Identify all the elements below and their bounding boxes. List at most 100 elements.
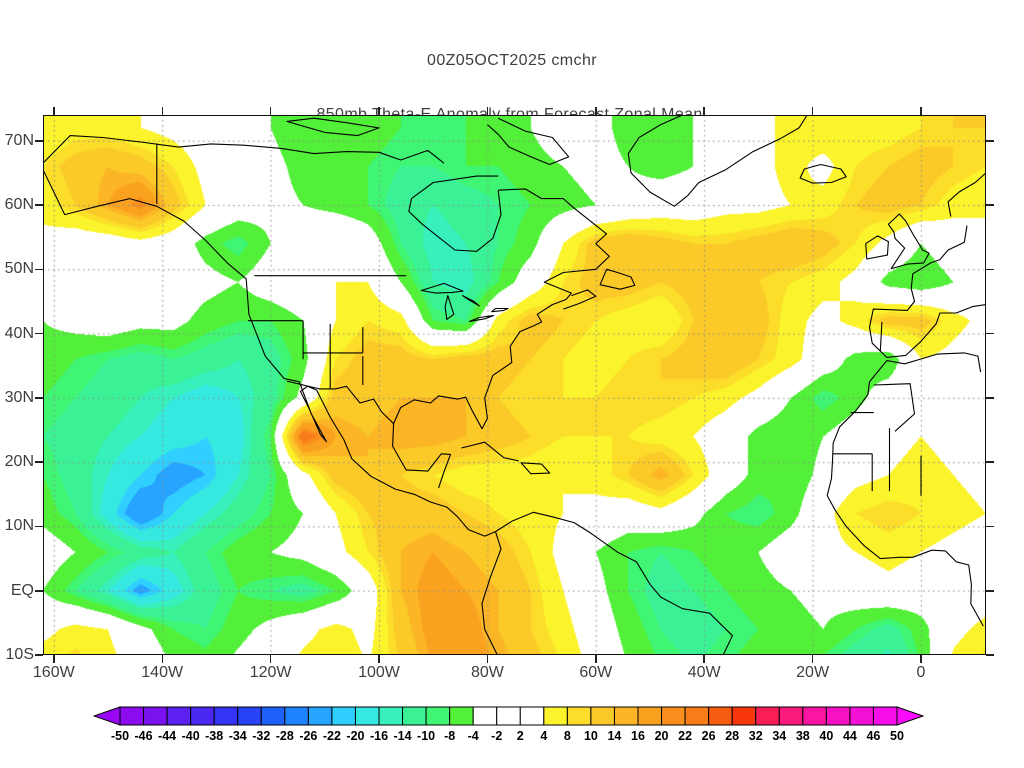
colorbar-tick-label: 40 <box>819 729 833 743</box>
colorbar-tick-label: -2 <box>491 729 502 743</box>
colorbar-tick-label: 50 <box>890 729 904 743</box>
colorbar-segment <box>872 706 898 726</box>
lon-tick-mark <box>161 107 163 115</box>
lat-tick-label: 20N <box>4 453 34 471</box>
colorbar-tick-label: 8 <box>564 729 571 743</box>
colorbar-tick-label: -26 <box>299 729 317 743</box>
colorbar-segment <box>166 706 192 726</box>
colorbar-tick-label: 4 <box>540 729 547 743</box>
colorbar-tick-label: -8 <box>444 729 455 743</box>
colorbar-segment <box>307 706 333 726</box>
colorbar-tick-label: -10 <box>417 729 435 743</box>
lat-tick-mark <box>986 268 994 270</box>
lon-tick-mark <box>161 655 163 663</box>
lon-tick-mark <box>811 107 814 115</box>
colorbar-segment <box>284 706 309 726</box>
colorbar-tick-label: -38 <box>205 729 223 743</box>
lat-tick-mark <box>986 140 994 142</box>
lat-tick-mark <box>35 140 43 142</box>
lon-tick-label: 160W <box>32 664 75 681</box>
colorbar-tick-label: -14 <box>394 729 412 743</box>
lon-tick-mark <box>53 655 55 663</box>
colorbar-segment <box>190 706 215 726</box>
lon-tick-mark <box>920 107 922 115</box>
lat-tick-label: 30N <box>4 388 34 406</box>
colorbar-segment <box>472 706 498 726</box>
lat-tick-mark <box>35 268 43 270</box>
lat-tick-mark <box>986 332 994 335</box>
colorbar-tick-label: 16 <box>631 729 645 743</box>
lon-tick-label: 20W <box>796 664 830 681</box>
colorbar-segment <box>519 706 545 726</box>
colorbar-tick-label: -4 <box>468 729 479 743</box>
lon-tick-mark <box>486 107 489 115</box>
lat-tick-mark <box>35 461 43 463</box>
lon-tick-mark <box>595 107 597 115</box>
colorbar-segment <box>425 706 451 726</box>
colorbar-right-arrow <box>896 706 925 726</box>
lon-tick-mark <box>920 655 922 663</box>
lon-tick-mark <box>269 655 272 663</box>
colorbar-segment <box>354 706 380 726</box>
lat-tick-mark <box>35 332 43 335</box>
colorbar-segment <box>637 706 663 726</box>
lat-tick-mark <box>986 461 994 463</box>
lat-tick-mark <box>35 590 43 592</box>
colorbar: -50 -46 -44 -40 -38 -34 -32 -28 -26 -22 -20 -16 -14-… <box>93 706 925 743</box>
lon-tick-label: 100W <box>358 664 400 681</box>
lat-tick-label: 10S <box>5 646 34 663</box>
colorbar-tick-label: 44 <box>843 729 857 743</box>
colorbar-tick-label: 22 <box>678 729 692 743</box>
colorbar-segment <box>731 706 757 726</box>
lon-tick-label: 140W <box>141 664 184 681</box>
colorbar-segment <box>402 706 427 726</box>
lat-tick-mark <box>35 397 43 399</box>
colorbar-segment <box>260 706 286 726</box>
colorbar-tick-label: -46 <box>135 729 153 743</box>
colorbar-tick-label: -28 <box>276 729 294 743</box>
colorbar-tick-label: -16 <box>370 729 388 743</box>
colorbar-tick-label: 20 <box>655 729 669 743</box>
colorbar-tick-label: -44 <box>158 729 176 743</box>
lat-tick-label: 40N <box>4 324 34 342</box>
colorbar-segment <box>566 706 592 726</box>
lon-tick-mark <box>703 655 705 663</box>
colorbar-tick-label: 38 <box>796 729 810 743</box>
lat-tick-mark <box>986 525 994 528</box>
lon-tick-label: 60W <box>579 664 613 681</box>
lon-tick-label: 0 <box>916 664 926 681</box>
lat-tick-mark <box>35 525 43 528</box>
colorbar-segment <box>331 706 356 726</box>
lat-tick-mark <box>986 397 994 399</box>
colorbar-tick-label: -40 <box>182 729 200 743</box>
colorbar-left-arrow <box>93 706 121 726</box>
colorbar-tick-label: 2 <box>517 729 524 743</box>
lat-tick-label: 60N <box>4 196 34 213</box>
lon-tick-mark <box>378 107 380 115</box>
lon-tick-mark <box>811 655 814 663</box>
lon-tick-mark <box>53 107 55 115</box>
lat-tick-label: EQ <box>10 581 34 599</box>
colorbar-segment <box>778 706 804 726</box>
lat-tick-mark <box>35 654 43 656</box>
colorbar-tick-label: 34 <box>772 729 786 743</box>
colorbar-segment <box>849 706 874 726</box>
lat-tick-mark <box>986 204 994 206</box>
heatmap-canvas <box>43 115 986 655</box>
lat-tick-label: 50N <box>4 260 34 278</box>
colorbar-tick-label: -50 <box>111 729 129 743</box>
lon-tick-mark <box>269 107 272 115</box>
colorbar-segment <box>213 706 239 726</box>
colorbar-segment <box>825 706 851 726</box>
colorbar-tick-label: 26 <box>702 729 716 743</box>
colorbar-segment <box>143 706 168 726</box>
lon-tick-label: 120W <box>249 664 292 681</box>
colorbar-tick-label: -22 <box>323 729 341 743</box>
colorbar-segment <box>237 706 262 726</box>
colorbar-segment <box>684 706 710 726</box>
colorbar-segment <box>449 706 474 726</box>
colorbar-segment <box>378 706 404 726</box>
colorbar-tick-label: 46 <box>866 729 880 743</box>
